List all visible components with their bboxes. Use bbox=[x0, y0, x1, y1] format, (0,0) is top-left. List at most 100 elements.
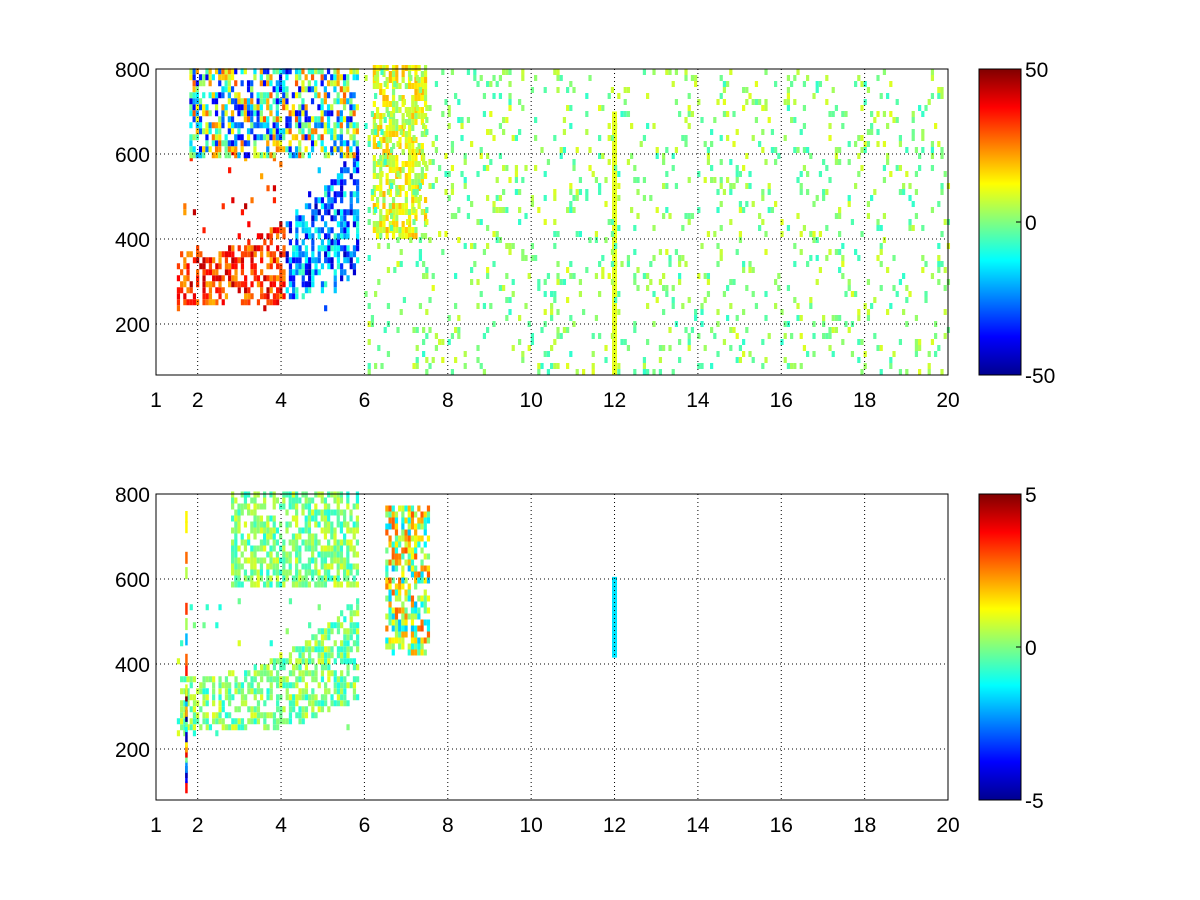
heatmap-cell bbox=[250, 122, 254, 129]
heatmap-cell bbox=[294, 116, 299, 123]
heatmap-cell bbox=[395, 131, 399, 137]
heatmap-cell bbox=[774, 81, 778, 87]
heatmap-cell bbox=[266, 104, 270, 111]
heatmap-cell bbox=[700, 309, 704, 315]
heatmap-cell bbox=[349, 509, 353, 516]
heatmap-cell bbox=[180, 718, 184, 725]
heatmap-cell bbox=[569, 183, 573, 189]
heatmap-cell bbox=[521, 255, 525, 261]
heatmap-cell bbox=[189, 74, 193, 81]
heatmap-cell bbox=[202, 293, 206, 300]
heatmap-cell bbox=[301, 581, 305, 588]
heatmap-cell bbox=[352, 622, 357, 629]
heatmap-cell bbox=[391, 209, 396, 215]
heatmap-cell bbox=[234, 140, 238, 147]
heatmap-cell bbox=[418, 87, 423, 93]
heatmap-cell bbox=[349, 569, 353, 576]
heatmap-cell bbox=[391, 77, 396, 83]
heatmap-cell bbox=[320, 634, 325, 641]
heatmap-cell bbox=[339, 116, 343, 123]
heatmap-cell bbox=[307, 527, 312, 534]
heatmap-cell bbox=[227, 98, 231, 105]
heatmap-cell bbox=[838, 315, 842, 321]
heatmap-cell bbox=[898, 189, 903, 195]
heatmap-cell bbox=[388, 179, 392, 185]
heatmap-cell bbox=[221, 74, 225, 81]
heatmap-cell bbox=[298, 245, 302, 252]
heatmap-cell bbox=[269, 557, 273, 564]
heatmap-cell bbox=[511, 135, 515, 141]
heatmap-cell bbox=[311, 257, 315, 264]
heatmap-cell bbox=[415, 261, 419, 267]
heatmap-cell bbox=[253, 275, 257, 282]
heatmap-cell bbox=[375, 227, 380, 233]
heatmap-cell bbox=[256, 545, 260, 552]
heatmap-cell bbox=[314, 509, 318, 516]
heatmap-cell bbox=[706, 153, 711, 159]
heatmap-cell bbox=[352, 664, 357, 671]
heatmap-cell bbox=[279, 569, 283, 576]
heatmap-cell bbox=[508, 93, 512, 99]
heatmap-cell bbox=[585, 111, 589, 117]
heatmap-cell bbox=[228, 263, 232, 270]
heatmap-cell bbox=[690, 327, 695, 333]
heatmap-cell bbox=[288, 110, 292, 117]
heatmap-cell bbox=[447, 171, 451, 177]
heatmap-cell bbox=[343, 652, 347, 659]
heatmap-cell bbox=[314, 712, 318, 719]
heatmap-cell bbox=[415, 357, 419, 363]
heatmap-cell bbox=[943, 219, 947, 225]
heatmap-cell bbox=[192, 730, 197, 737]
heatmap-cell bbox=[940, 87, 944, 93]
heatmap-cell bbox=[276, 299, 280, 306]
heatmap-cell bbox=[183, 299, 187, 306]
heatmap-cell bbox=[831, 87, 835, 93]
heatmap-cell bbox=[311, 497, 315, 504]
heatmap-cell bbox=[410, 649, 415, 656]
heatmap-cell bbox=[237, 640, 241, 647]
heatmap-cell bbox=[799, 231, 803, 237]
heatmap-cell bbox=[921, 129, 925, 135]
heatmap-cell bbox=[697, 171, 701, 177]
heatmap-cell bbox=[391, 143, 396, 149]
heatmap-cell bbox=[401, 637, 405, 644]
heatmap-cell bbox=[250, 706, 254, 713]
heatmap-cell bbox=[295, 287, 299, 294]
heatmap-cell bbox=[404, 227, 408, 233]
heatmap-cell bbox=[340, 215, 344, 222]
heatmap-cell bbox=[292, 670, 296, 677]
heatmap-cell bbox=[423, 619, 427, 626]
heatmap-cell bbox=[414, 643, 418, 650]
heatmap-cell bbox=[642, 69, 647, 75]
heatmap-cell bbox=[407, 143, 412, 149]
heatmap-cell bbox=[716, 99, 720, 105]
heatmap-cell bbox=[438, 339, 442, 345]
heatmap-cell bbox=[386, 111, 391, 117]
heatmap-cell bbox=[905, 171, 909, 177]
heatmap-cell bbox=[729, 327, 733, 333]
heatmap-cell bbox=[307, 80, 311, 87]
heatmap-cell bbox=[930, 93, 935, 99]
heatmap-cell bbox=[218, 281, 222, 288]
heatmap-cell bbox=[434, 135, 439, 141]
heatmap-cell bbox=[189, 152, 193, 159]
heatmap-cell bbox=[423, 517, 427, 524]
heatmap-cell bbox=[276, 287, 280, 294]
heatmap-cell bbox=[799, 171, 803, 177]
heatmap-cell bbox=[308, 640, 312, 647]
heatmap-cell bbox=[937, 201, 941, 207]
heatmap-cell bbox=[450, 369, 455, 375]
heatmap-cell bbox=[208, 68, 212, 75]
heatmap-cell bbox=[189, 604, 193, 611]
heatmap-cell bbox=[876, 255, 880, 261]
heatmap-cell bbox=[237, 545, 241, 552]
heatmap-cell bbox=[276, 694, 280, 701]
heatmap-cell bbox=[364, 75, 368, 81]
heatmap-cell bbox=[882, 111, 887, 117]
heatmap-cell bbox=[288, 227, 293, 234]
heatmap-cell bbox=[617, 93, 621, 99]
heatmap-cell bbox=[812, 93, 816, 99]
heatmap-cell bbox=[180, 676, 184, 683]
heatmap-cell bbox=[630, 123, 634, 129]
heatmap-cell bbox=[553, 297, 557, 303]
